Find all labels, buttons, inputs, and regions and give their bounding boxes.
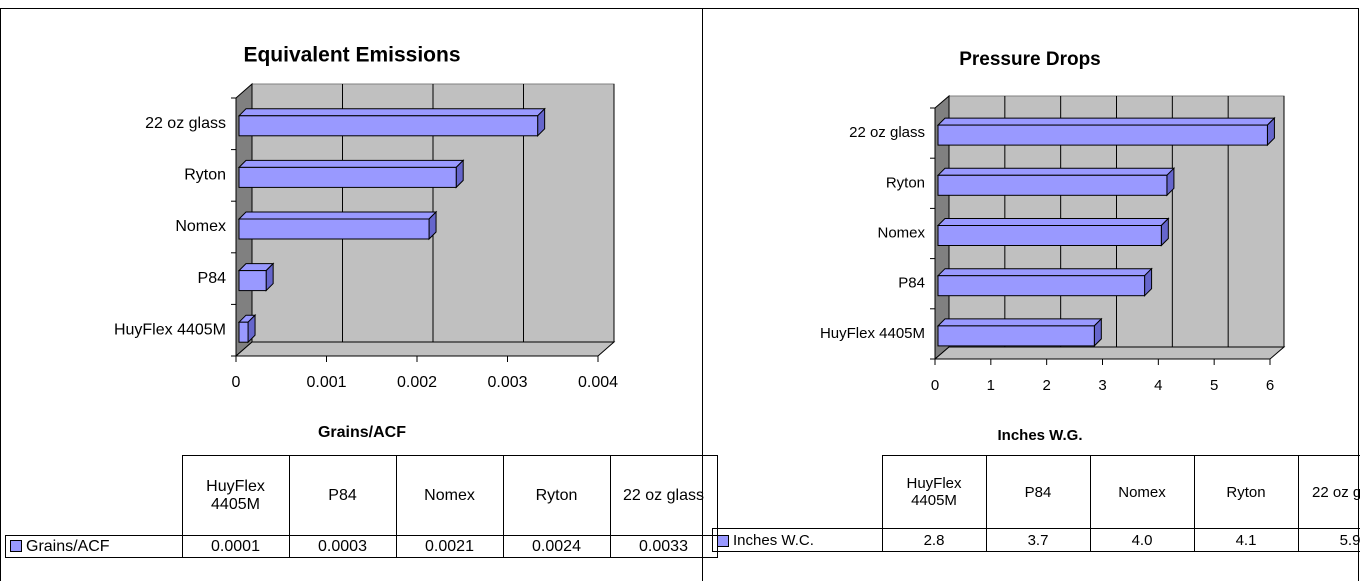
- x-tick-label: 1: [987, 377, 995, 394]
- legend-swatch: [717, 534, 729, 547]
- table-value: 4.1: [1193, 528, 1299, 552]
- table-header: P84: [288, 455, 397, 536]
- y-tick-label: Ryton: [886, 174, 925, 191]
- y-tick-label: 22 oz glass: [145, 115, 226, 132]
- bar-front: [238, 218, 430, 240]
- table-corner: [713, 456, 883, 529]
- x-tick-label: 0.004: [578, 374, 618, 391]
- legend-cell: Grains/ACF: [5, 535, 183, 558]
- bar: [237, 262, 275, 292]
- data-table: HuyFlex 4405M P84 Nomex Ryton 22 oz glass Gra…: [5, 455, 718, 558]
- bar-top: [936, 318, 1103, 327]
- x-tick-label: 0.002: [397, 374, 437, 391]
- floor: [234, 341, 616, 357]
- bar: [936, 217, 1170, 247]
- bar-front: [937, 174, 1168, 196]
- bar-front: [238, 321, 249, 343]
- bar-top: [936, 218, 1170, 226]
- table-row: Grains/ACF 0.0001 0.0003 0.0021 0.0024 0.0033: [5, 535, 718, 558]
- x-tick-label: 0.003: [487, 374, 527, 391]
- x-tick-label: 0.001: [306, 374, 346, 391]
- bar-top: [936, 268, 1153, 277]
- legend-label: Inches W.C.: [733, 531, 814, 549]
- x-tick-label: 4: [1154, 377, 1162, 394]
- table-header: HuyFlex 4405M: [181, 455, 290, 536]
- table-value: 0.0001: [181, 535, 290, 558]
- table-header: 22 oz glass: [609, 455, 718, 536]
- table-value: 0.0033: [609, 535, 718, 558]
- table-value: 2.8: [881, 528, 987, 552]
- table-row: Inches W.C. 2.8 3.7 4.0 4.1 5.9: [712, 528, 1360, 552]
- bar: [936, 167, 1176, 197]
- table-header: Ryton: [1193, 455, 1299, 529]
- table-header: 22 oz glass: [1297, 455, 1360, 529]
- table-header: P84: [985, 455, 1091, 529]
- table-header: HuyFlex 4405M: [881, 455, 987, 529]
- x-tick-label: 5: [1210, 377, 1218, 394]
- bar-front: [238, 166, 457, 188]
- floor: [933, 346, 1286, 360]
- y-tick-label: Nomex: [175, 218, 226, 235]
- bar-top: [237, 159, 465, 168]
- y-tick-label: P84: [198, 270, 227, 287]
- table-value: 0.0003: [288, 535, 397, 558]
- x-axis-title: Grains/ACF: [318, 424, 406, 441]
- legend-cell: Inches W.C.: [712, 528, 883, 552]
- table-value: 0.0021: [395, 535, 504, 558]
- legend-label: Grains/ACF: [26, 537, 110, 555]
- bar-front: [937, 325, 1095, 347]
- bar-top: [936, 117, 1276, 126]
- chart-title: Pressure Drops: [959, 49, 1101, 70]
- bar: [237, 107, 546, 138]
- y-tick-label: Nomex: [877, 224, 925, 241]
- table-header: Nomex: [1089, 455, 1195, 529]
- bar-front: [238, 270, 267, 292]
- bar-top: [936, 167, 1176, 176]
- bar: [237, 313, 257, 344]
- bar-front: [937, 225, 1162, 246]
- bar: [936, 267, 1153, 297]
- x-tick-label: 0: [232, 374, 241, 391]
- table-header: Ryton: [502, 455, 611, 536]
- y-tick-label: HuyFlex 4405M: [820, 325, 925, 342]
- bar-top: [237, 211, 438, 220]
- bar: [237, 159, 465, 189]
- x-tick-label: 2: [1042, 377, 1050, 394]
- table-value: 3.7: [985, 528, 1091, 552]
- table-corner: [6, 456, 183, 536]
- bar-front: [238, 115, 539, 137]
- y-tick-label: Ryton: [184, 167, 226, 184]
- x-tick-label: 0: [931, 377, 939, 394]
- table-value: 5.9: [1297, 528, 1360, 552]
- x-axis-title: Inches W.G.: [997, 427, 1082, 444]
- bar-top: [237, 108, 546, 117]
- panel-border: [702, 8, 1359, 581]
- y-tick-label: 22 oz glass: [849, 124, 925, 141]
- x-tick-label: 6: [1266, 377, 1274, 394]
- bar: [936, 317, 1103, 348]
- y-tick-label: HuyFlex 4405M: [114, 321, 226, 338]
- x-tick-label: 3: [1098, 377, 1106, 394]
- bar: [936, 116, 1276, 147]
- bar: [237, 210, 438, 241]
- table-value: 0.0024: [502, 535, 611, 558]
- chart-title: Equivalent Emissions: [243, 44, 460, 67]
- table-value: 4.0: [1089, 528, 1195, 552]
- table-header: Nomex: [395, 455, 504, 536]
- bar-front: [937, 275, 1146, 297]
- bar-front: [937, 124, 1268, 146]
- y-tick-label: P84: [898, 275, 925, 292]
- legend-swatch: [10, 540, 22, 553]
